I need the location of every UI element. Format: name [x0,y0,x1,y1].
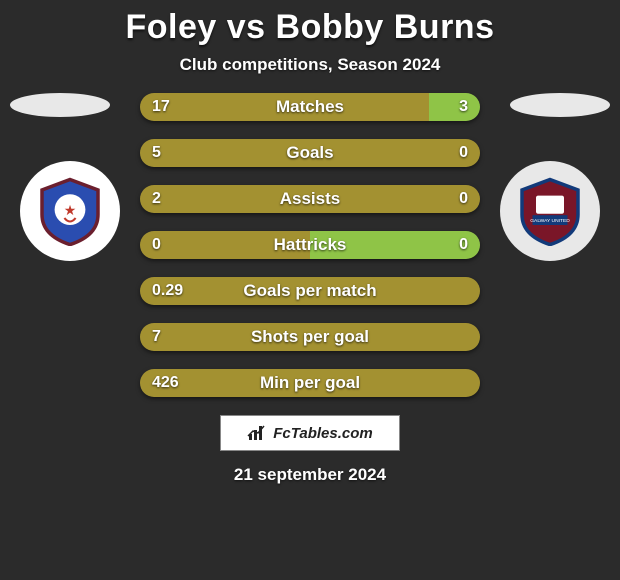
stat-row: Shots per goal7 [140,323,480,351]
bar-left-segment [140,185,480,213]
footer-brand-text: FcTables.com [273,425,372,442]
bar-left-segment [140,369,480,397]
bar-left-segment [140,323,480,351]
stat-row: Min per goal426 [140,369,480,397]
stat-row: Assists20 [140,185,480,213]
svg-text:★: ★ [64,202,77,218]
bar-left-segment [140,139,480,167]
page-title: Foley vs Bobby Burns [0,0,620,47]
chart-icon [247,424,267,442]
footer-date: 21 september 2024 [0,465,620,485]
stat-row: Goals per match0.29 [140,277,480,305]
player-left-crest: ★ [20,161,120,261]
bar-left-segment [140,93,429,121]
fctables-logo: FcTables.com [220,415,400,451]
player-right-oval [510,93,610,117]
svg-text:GALWAY UNITED: GALWAY UNITED [530,218,570,224]
bar-left-segment [140,277,480,305]
stat-row: Matches173 [140,93,480,121]
player-left-oval [10,93,110,117]
shield-icon: GALWAY UNITED [515,176,585,246]
comparison-chart: ★ GALWAY UNITED Matches173 Goals50 Assists… [0,93,620,397]
stat-row: Hattricks00 [140,231,480,259]
shield-icon: ★ [35,176,105,246]
stat-row: Goals50 [140,139,480,167]
bar-right-segment [429,93,480,121]
page-subtitle: Club competitions, Season 2024 [0,55,620,75]
bar-right-segment [310,231,480,259]
bar-left-segment [140,231,310,259]
player-right-crest: GALWAY UNITED [500,161,600,261]
stat-bars: Matches173 Goals50 Assists20 Hattricks00 Goa… [140,93,480,397]
